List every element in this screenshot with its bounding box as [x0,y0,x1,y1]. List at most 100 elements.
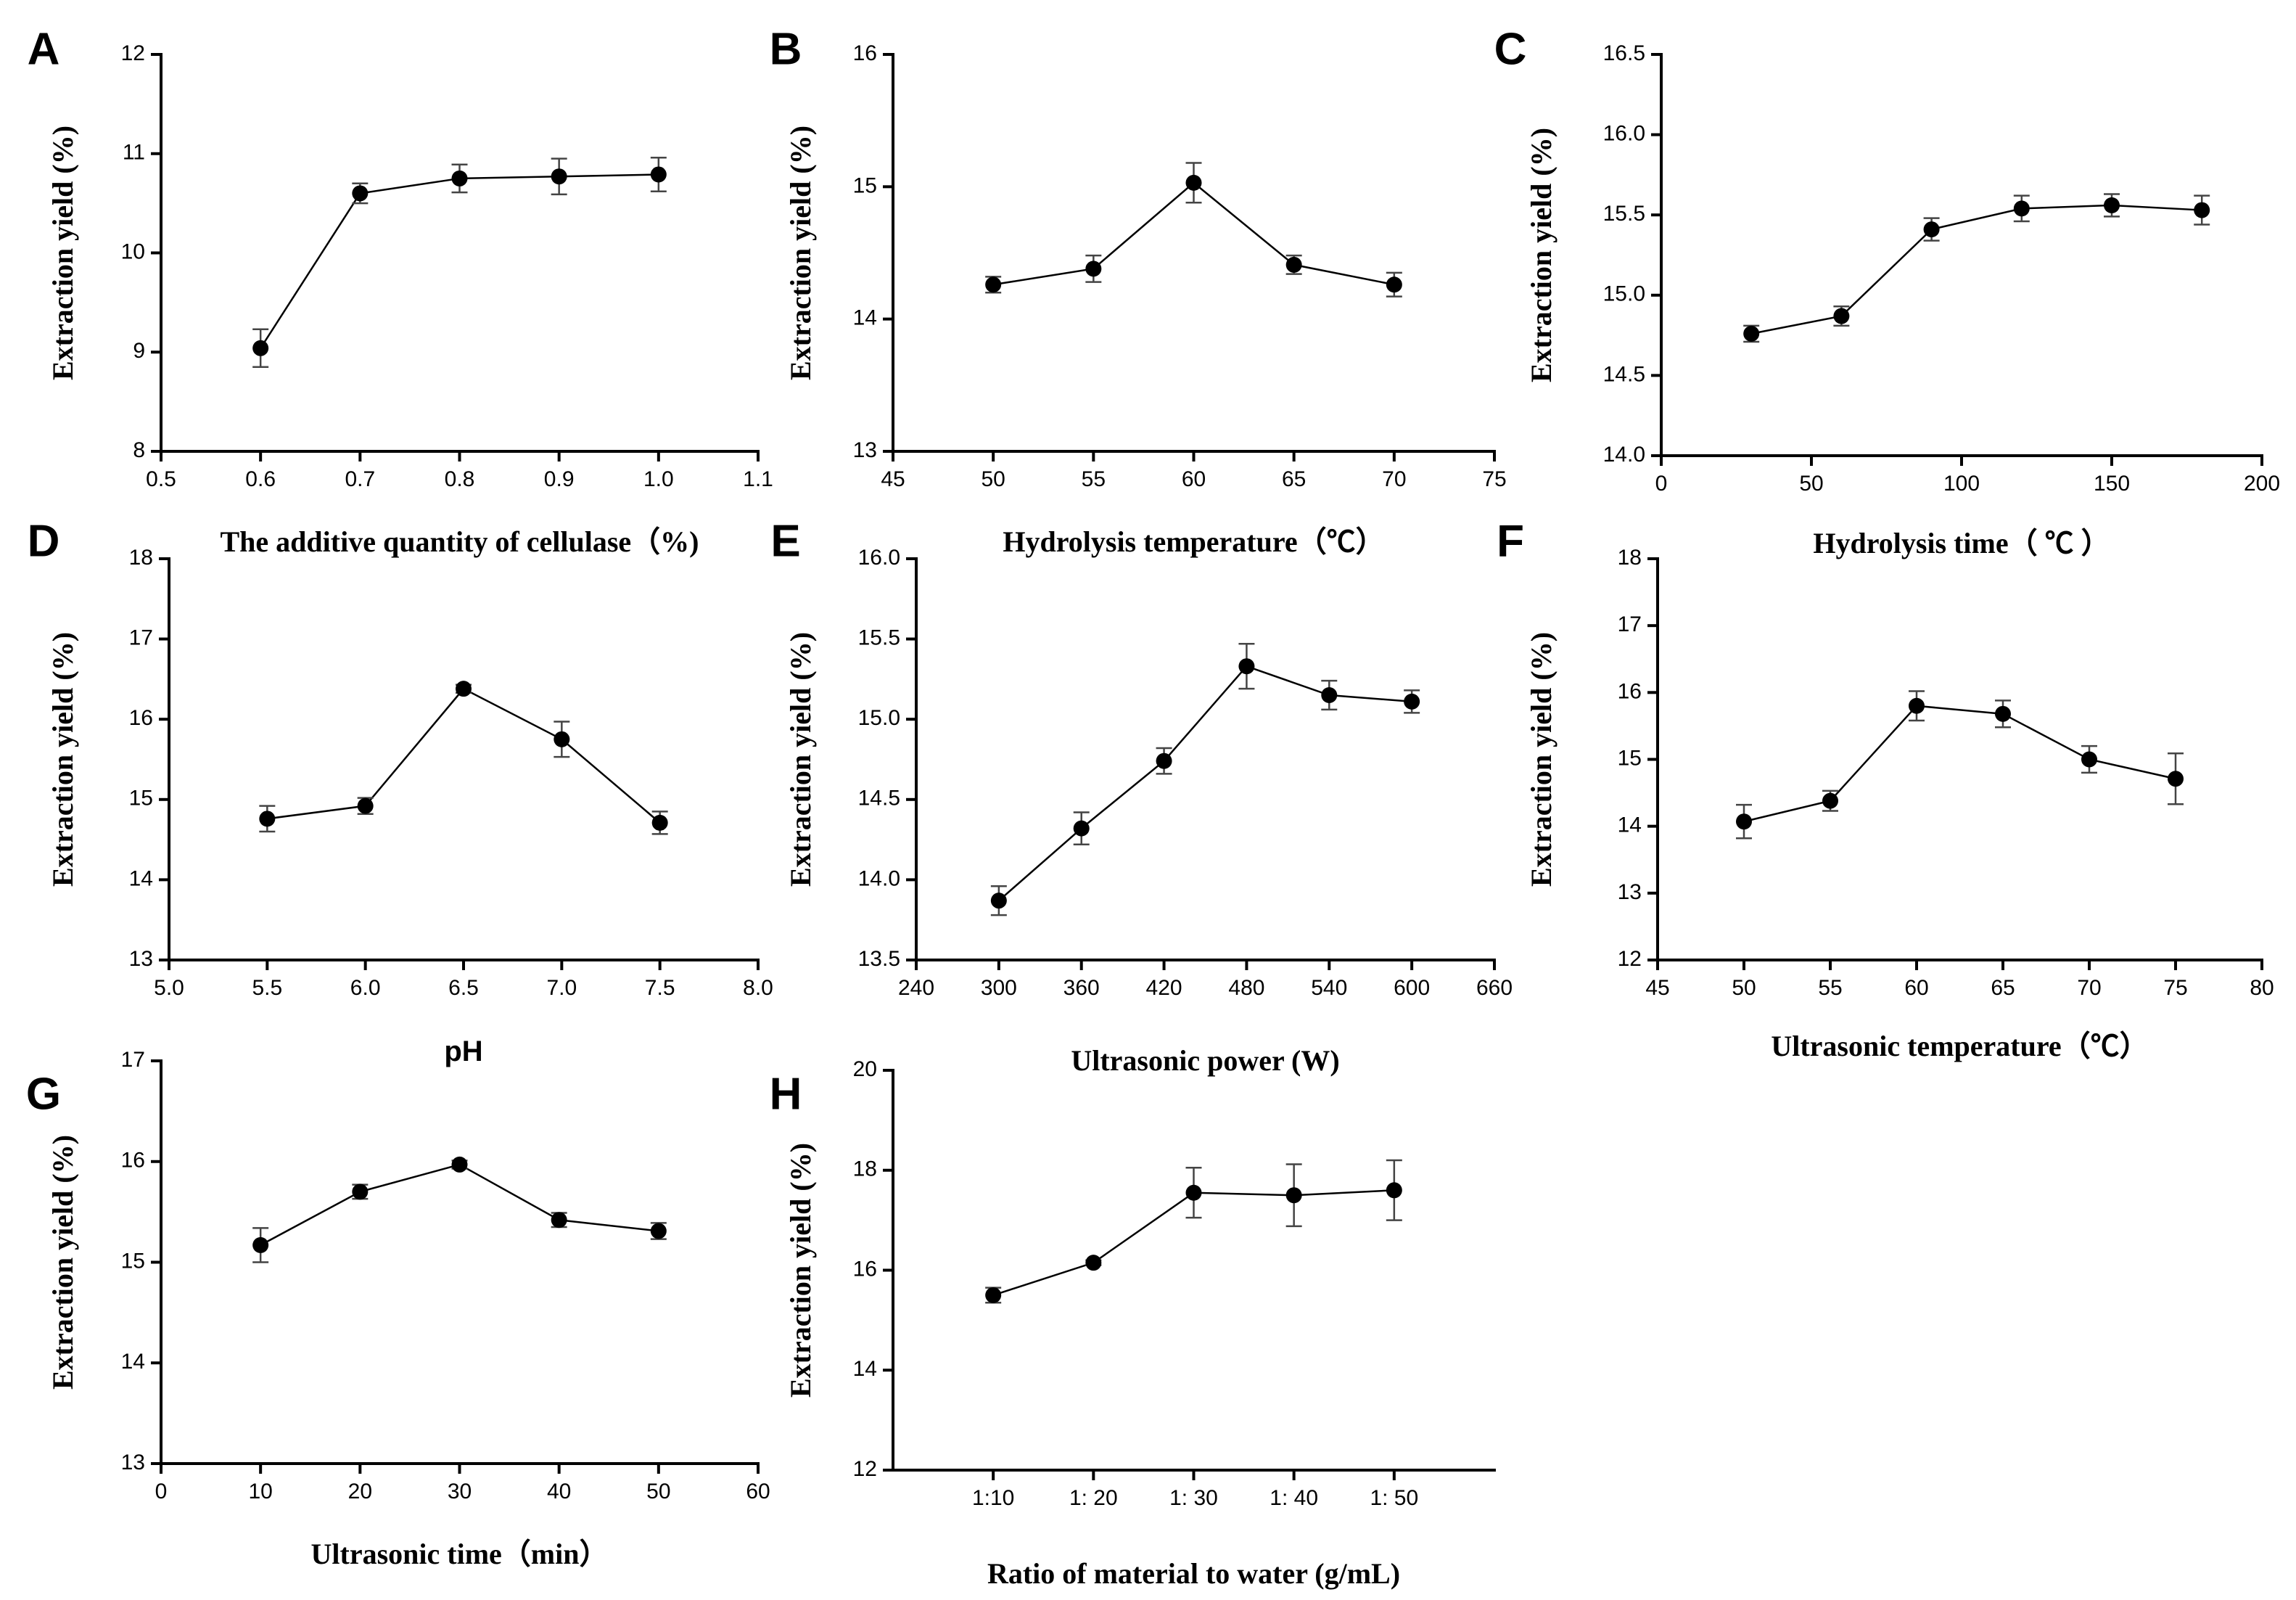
data-point [451,170,468,186]
data-point [1822,792,1838,809]
x-tick-label: 1:10 [972,1486,1014,1510]
y-tick-label: 12 [1618,947,1642,971]
data-point [1238,658,1255,675]
y-tick-label: 13 [853,438,877,462]
data-point [1073,820,1090,837]
y-tick-label: 14.0 [858,866,900,890]
x-tick-label: 50 [981,467,1005,491]
panel-e: E 13.5 14.0 14.5 15.0 15.5 16.0 240 300 360 420 480… [770,516,1513,1077]
series-line [1750,204,2202,335]
x-tick-label: 6.0 [350,976,381,1000]
data-point [985,1287,1002,1303]
data-point [1185,1184,1202,1201]
x-tick-label: 7.5 [645,976,675,1000]
x-axis-label: Hydrolysis time（ ℃ ） [1813,527,2110,559]
y-axis-label: Extraction yield (%) [1525,632,1558,887]
y-tick-label: 14.0 [1603,443,1645,467]
y-tick-label: 10 [121,239,145,263]
x-axis-label: Ultrasonic power (W) [1071,1044,1339,1077]
x-tick-label: 50 [646,1480,670,1503]
x-tick-label: 0.8 [445,467,475,491]
data-point [1995,705,2011,722]
panel-c: C 14.0 14.5 15.0 15.5 16.0 16.5 0 50 100 150 200 Hyd… [1494,24,2280,559]
data-point [451,1156,468,1173]
data-point [1085,1255,1102,1271]
y-tick-label: 18 [853,1157,877,1181]
data-point [985,276,1002,293]
x-tick-label: 50 [1732,976,1756,1000]
series-line [998,665,1412,902]
data-point [1404,693,1420,710]
panel-d: D 13 14 15 16 17 18 5.0 5.5 6.0 6.5 7.0 7.5 8.0 pH Extr… [28,516,773,1067]
x-tick-label: 540 [1311,976,1347,1000]
y-tick-label: 16 [1618,679,1642,703]
x-tick-label: 420 [1146,976,1182,1000]
data-point [1321,687,1338,704]
x-tick-label: 1.0 [643,467,674,491]
x-tick-label: 5.5 [252,976,282,1000]
x-tick-label: 240 [898,976,934,1000]
series-line [267,687,661,824]
data-point [651,814,668,831]
data-point [357,797,374,814]
series-line [260,173,659,349]
y-tick-label: 15 [853,173,877,197]
x-tick-label: 1: 20 [1069,1486,1118,1510]
y-tick-label: 16.5 [1603,41,1645,65]
y-tick-label: 15.5 [858,626,900,650]
y-tick-label: 8 [133,438,145,462]
y-tick-label: 20 [853,1057,877,1081]
y-tick-label: 15.5 [1603,202,1645,226]
panel-letter: F [1497,516,1524,566]
data-point [2013,200,2030,217]
x-tick-label: 60 [746,1480,770,1503]
x-tick-label: 1: 30 [1169,1486,1218,1510]
y-tick-label: 14 [1618,813,1642,837]
data-point [2081,751,2097,768]
y-tick-label: 14.5 [858,787,900,811]
y-tick-label: 14 [129,866,153,890]
x-tick-label: 55 [1082,467,1106,491]
data-point [1185,174,1202,191]
x-axis-label: The additive quantity of cellulase（%) [220,525,699,558]
x-tick-label: 70 [1382,467,1406,491]
data-point [252,1236,269,1253]
x-tick-label: 1.1 [743,467,773,491]
y-tick-label: 18 [129,546,153,570]
y-tick-label: 13 [121,1451,145,1474]
x-tick-label: 0.9 [544,467,575,491]
data-point [1386,1182,1402,1199]
data-point [1285,1187,1302,1204]
panel-h: H 12 14 16 18 20 1:10 1: 20 1: 30 1: 40 1: 50 Ratio… [770,1057,1496,1590]
y-axis-label: Extraction yield (%) [46,126,79,380]
x-tick-label: 6.5 [448,976,479,1000]
y-tick-label: 16 [129,706,153,730]
x-tick-label: 480 [1228,976,1264,1000]
data-point [456,681,472,697]
x-tick-label: 200 [2244,472,2280,496]
data-point [554,731,570,747]
data-point [551,168,567,185]
x-tick-label: 600 [1394,976,1430,1000]
data-point [1736,813,1752,830]
x-axis-label: Ultrasonic temperature（℃） [1771,1030,2148,1062]
x-tick-label: 7.0 [546,976,577,1000]
series-line [260,1163,659,1247]
y-axis-label: Extraction yield (%) [784,1143,817,1398]
x-tick-label: 55 [1818,976,1842,1000]
data-point [990,893,1007,909]
x-tick-label: 45 [1645,976,1669,1000]
y-axis-label: Extraction yield (%) [784,126,817,380]
x-tick-label: 65 [1282,467,1306,491]
data-point [551,1212,567,1228]
panel-letter: H [770,1069,802,1119]
x-tick-label: 8.0 [743,976,773,1000]
y-tick-label: 12 [853,1457,877,1481]
y-tick-label: 14 [121,1350,145,1374]
data-point [1085,260,1102,277]
series-line [1743,705,2176,823]
x-tick-label: 80 [2250,976,2274,1000]
y-tick-label: 16 [853,1257,877,1281]
panel-letter: C [1494,24,1527,74]
